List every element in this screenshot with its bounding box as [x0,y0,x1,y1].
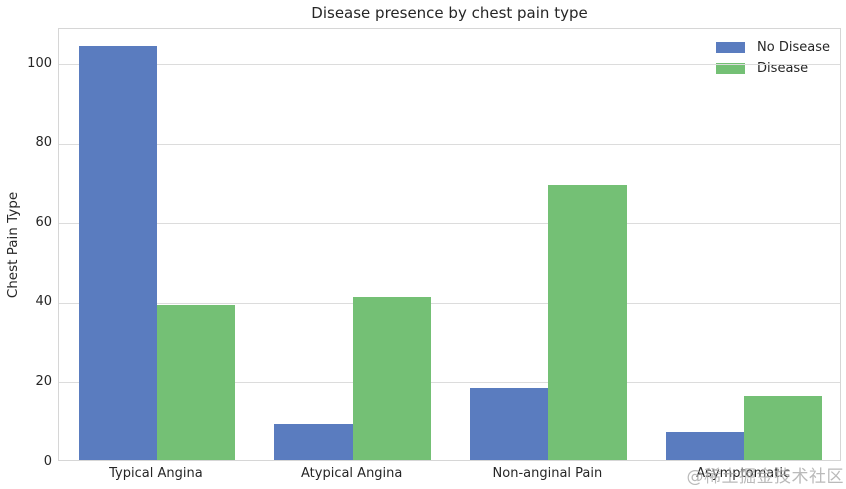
gridline-y-20 [59,382,840,384]
bar-disease [156,304,236,460]
y-tick-label: 80 [35,135,52,151]
legend-item-disease: Disease [716,58,830,79]
legend-item-no-disease: No Disease [716,37,830,58]
legend-label: No Disease [757,40,830,55]
bar-no-disease [274,424,353,460]
y-tick-label: 40 [35,294,52,310]
y-axis-label: Chest Pain Type [5,191,21,299]
chart-title: Disease presence by chest pain type [311,4,588,22]
gridline-y-80 [59,143,840,145]
bar-disease [352,296,431,460]
y-tick-label: 20 [35,373,52,389]
y-tick-label: 60 [35,214,52,230]
gridline-y-60 [59,223,840,225]
y-tick-label: 0 [43,453,52,469]
x-tick-label: Asymptomatic [696,466,791,481]
plot-area: No Disease Disease [58,28,841,461]
bar-no-disease [470,388,549,460]
legend-swatch [716,42,746,53]
bar-no-disease [78,46,157,460]
x-tick-label: Atypical Angina [301,466,403,481]
y-tick-label: 100 [27,55,52,71]
bar-disease [548,185,627,460]
gridline-y-100 [59,64,840,65]
bar-no-disease [665,432,745,460]
x-tick-label: Non-anginal Pain [492,466,603,481]
x-tick-label: Typical Angina [109,466,203,481]
legend: No Disease Disease [716,37,830,79]
legend-swatch [716,63,746,74]
bar-disease [744,396,823,460]
gridline-y-40 [59,302,840,304]
